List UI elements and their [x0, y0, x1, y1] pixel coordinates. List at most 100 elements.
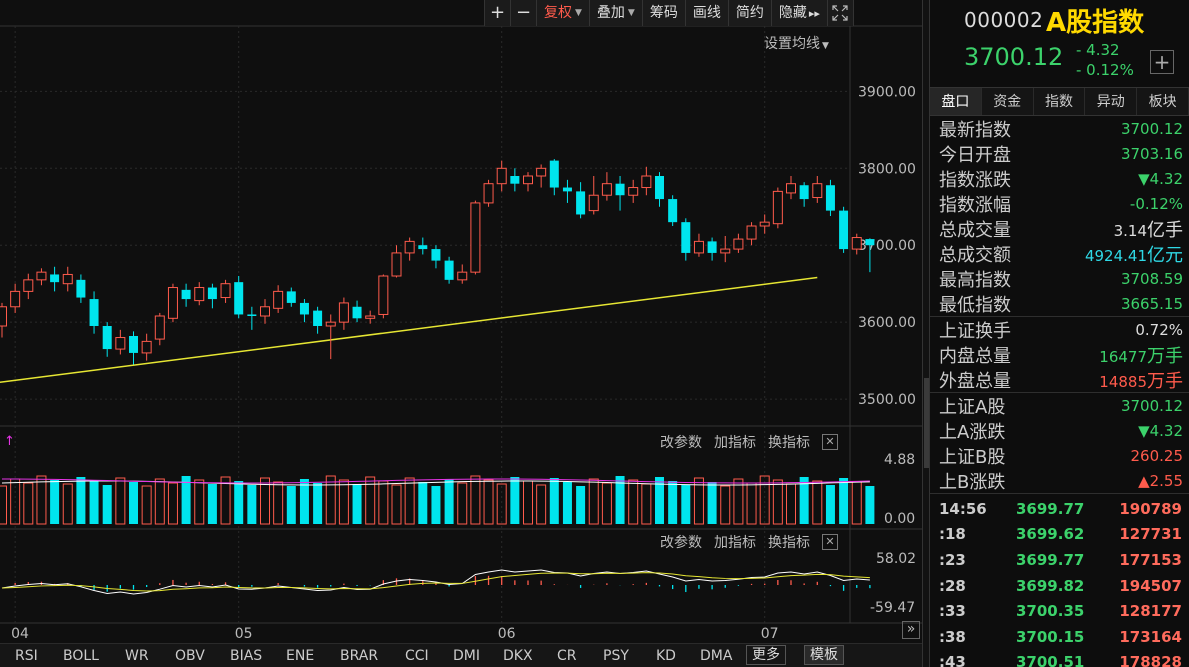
- volume-bar: [470, 475, 481, 525]
- volume-bar: [220, 476, 231, 525]
- tab-dmi[interactable]: DMI: [453, 647, 480, 664]
- candle-body: [707, 241, 717, 253]
- add-indicator-button[interactable]: 加指标: [714, 535, 756, 551]
- zoom-in-button[interactable]: +: [485, 0, 511, 26]
- tick-time: 14:56: [939, 499, 987, 518]
- tab-kd[interactable]: KD: [656, 647, 676, 664]
- change-params-button[interactable]: 改参数: [660, 435, 702, 451]
- tick-price: 3700.15: [1016, 627, 1085, 646]
- tick-time: :18: [939, 525, 966, 544]
- more-button[interactable]: 更多: [746, 645, 786, 665]
- volume-bar: [851, 481, 862, 525]
- candle-body: [102, 326, 112, 350]
- volume-bar: [641, 483, 652, 525]
- add-watchlist-button[interactable]: +: [1150, 50, 1174, 74]
- candle-body: [576, 191, 586, 215]
- tick-row: :23 3699.77 177153: [930, 547, 1189, 573]
- switch-indicator-button[interactable]: 换指标: [768, 535, 810, 551]
- hide-label: 隐藏: [778, 5, 807, 21]
- panel-splitter[interactable]: [922, 0, 930, 667]
- candle-body: [36, 271, 47, 281]
- tab-cci[interactable]: CCI: [405, 647, 429, 664]
- simple-button[interactable]: 简约: [729, 0, 772, 26]
- chips-button[interactable]: 筹码: [643, 0, 686, 26]
- close-icon[interactable]: ✕: [822, 534, 838, 550]
- tick-price: 3699.62: [1016, 525, 1085, 544]
- zoom-out-button[interactable]: −: [511, 0, 537, 26]
- tick-volume: 194507: [1119, 576, 1182, 595]
- template-button[interactable]: 模板: [804, 645, 844, 665]
- quote-value: 3700.12: [1121, 120, 1183, 138]
- expand-icon[interactable]: »: [902, 621, 920, 639]
- tab-brar[interactable]: BRAR: [340, 647, 379, 664]
- kline-chart-area[interactable]: 3900.00 3800.00 3700.00 3600.00 3500.00 04 05 0…: [0, 0, 922, 667]
- tab-sector[interactable]: 板块: [1137, 88, 1189, 115]
- quote-value: ▼4.32: [1138, 422, 1183, 440]
- tab-dkx[interactable]: DKX: [503, 647, 533, 664]
- quote-number: -0.12%: [1129, 194, 1183, 213]
- tab-anomaly[interactable]: 异动: [1085, 88, 1138, 115]
- quote-label: 最高指数: [939, 269, 1011, 291]
- quote-number: 0.72%: [1135, 320, 1183, 339]
- volume-bar: [772, 479, 783, 525]
- tick-volume: 178828: [1119, 653, 1182, 667]
- tick-price: 3699.77: [1016, 550, 1085, 569]
- quote-unit: 亿手: [1147, 219, 1183, 241]
- volume-bar: [0, 485, 7, 525]
- candle-body: [431, 249, 441, 261]
- volume-bar: [562, 482, 572, 524]
- fullscreen-button[interactable]: [828, 0, 854, 26]
- tick-volume: 177153: [1119, 550, 1182, 569]
- tab-psy[interactable]: PSY: [603, 647, 629, 664]
- hide-button[interactable]: 隐藏 ▸▸: [772, 0, 828, 26]
- volume-bar: [89, 481, 99, 524]
- tab-obv[interactable]: OBV: [175, 647, 205, 664]
- tick-volume: 173164: [1119, 627, 1182, 646]
- change-params-button[interactable]: 改参数: [660, 535, 702, 551]
- index-change: - 4.32 - 0.12%: [1076, 40, 1134, 80]
- caret-down-icon: ▼: [575, 8, 582, 18]
- tab-funds[interactable]: 资金: [981, 88, 1034, 115]
- tick-volume: 127731: [1119, 525, 1182, 544]
- volume-bar: [693, 477, 704, 525]
- tab-boll[interactable]: BOLL: [63, 647, 99, 664]
- volume-bar: [523, 480, 533, 525]
- quote-number: ▲2.55: [1138, 471, 1183, 490]
- volume-bar: [273, 481, 284, 525]
- volume-bar: [338, 479, 349, 525]
- tab-rsi[interactable]: RSI: [15, 647, 38, 664]
- ma-setting-button[interactable]: 设置均线 ▼: [764, 33, 829, 53]
- tab-ene[interactable]: ENE: [286, 647, 315, 664]
- volume-bar: [141, 485, 152, 525]
- fuquan-button[interactable]: 复权 ▼: [537, 0, 590, 26]
- quote-value: 16477万手: [1099, 342, 1183, 368]
- add-indicator-button[interactable]: 加指标: [714, 435, 756, 451]
- volume-bar: [431, 486, 441, 524]
- tick-row: :33 3700.35 128177: [930, 598, 1189, 624]
- candle-body: [865, 239, 875, 246]
- splitter-grip[interactable]: [924, 378, 929, 468]
- tab-dma[interactable]: DMA: [700, 647, 733, 664]
- tab-pankou[interactable]: 盘口: [930, 88, 982, 115]
- quote-row: 上A涨跌 ▼4.32: [930, 418, 1189, 443]
- draw-line-button[interactable]: 画线: [686, 0, 729, 26]
- candle-body: [418, 245, 428, 250]
- quote-row: 最低指数 3665.15: [930, 291, 1189, 316]
- volume-bar: [207, 484, 217, 524]
- switch-indicator-button[interactable]: 换指标: [768, 435, 810, 451]
- tab-cr[interactable]: CR: [557, 647, 577, 664]
- close-icon[interactable]: ✕: [822, 434, 838, 450]
- candle-body: [50, 274, 60, 283]
- volume-bar: [496, 483, 507, 525]
- tick-time: :33: [939, 602, 966, 621]
- tab-bias[interactable]: BIAS: [230, 647, 263, 664]
- quote-unit: 万手: [1147, 345, 1183, 367]
- quote-row: 最新指数 3700.12: [930, 116, 1189, 141]
- tab-index[interactable]: 指数: [1033, 88, 1086, 115]
- tab-wr[interactable]: WR: [125, 647, 149, 664]
- quote-row: 指数涨跌 ▼4.32: [930, 166, 1189, 191]
- quote-group: 上证A股 3700.12 上A涨跌 ▼4.32 上证B股 260.25 上B涨跌 ▲2.55: [930, 393, 1189, 494]
- volume-bar: [655, 477, 664, 524]
- overlay-button[interactable]: 叠加 ▼: [590, 0, 643, 26]
